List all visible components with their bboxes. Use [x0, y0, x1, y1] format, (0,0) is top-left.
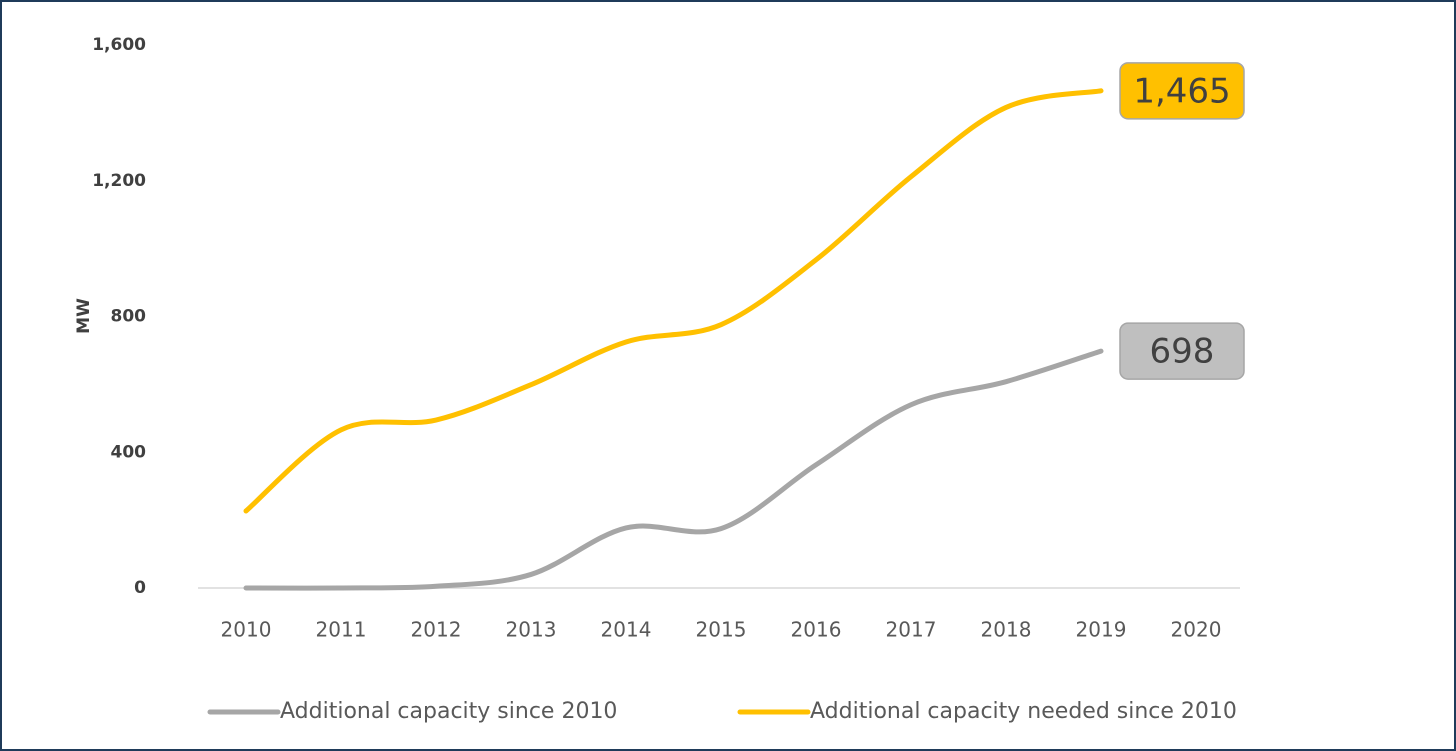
legend-label: Additional capacity since 2010: [280, 699, 617, 724]
line: [243, 88, 1104, 514]
legend-label: Additional capacity needed since 2010: [810, 699, 1237, 724]
x-tick-label: 2010: [221, 618, 272, 642]
x-tick-label: 2018: [981, 618, 1032, 642]
line: [243, 348, 1104, 591]
y-tick-label: 1,600: [92, 35, 146, 55]
x-tick-label: 2016: [791, 618, 842, 642]
data-label: 1,465: [1133, 71, 1230, 111]
x-tick-label: 2017: [886, 618, 937, 642]
data-label: 698: [1150, 332, 1215, 372]
y-tick-label: 800: [111, 307, 147, 327]
x-tick-label: 2013: [506, 618, 557, 642]
x-tick-label: 2019: [1076, 618, 1127, 642]
x-tick-label: 2015: [696, 618, 747, 642]
x-tick-label: 2012: [411, 618, 462, 642]
x-tick-label: 2011: [316, 618, 367, 642]
x-tick-label: 2014: [601, 618, 652, 642]
y-axis-label: MW: [74, 298, 94, 334]
y-tick-label: 1,200: [92, 171, 146, 191]
y-tick-label: 0: [134, 578, 146, 598]
data-label-box: [1119, 322, 1245, 380]
data-label-box: [1119, 62, 1245, 120]
x-tick-label: 2020: [1171, 618, 1222, 642]
y-tick-label: 400: [111, 442, 147, 462]
